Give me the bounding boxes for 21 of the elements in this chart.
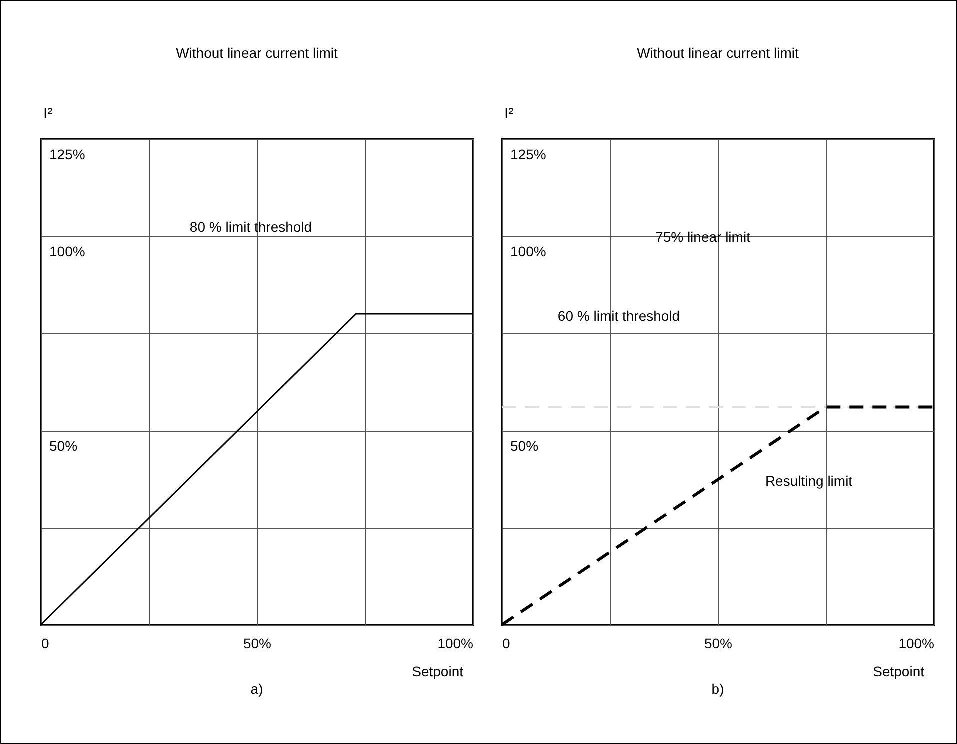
chart-title: Without linear current limit (637, 45, 800, 61)
annotation: Resulting limit (765, 473, 853, 489)
x-axis-title: Setpoint (873, 664, 925, 680)
x-tick-label: 100% (438, 636, 474, 652)
x-tick-label: 50% (243, 636, 272, 652)
x-tick-label: 50% (704, 636, 733, 652)
y-tick-label: 50% (50, 438, 78, 454)
y-axis-title: I² (44, 106, 53, 122)
y-tick-label: 100% (510, 244, 546, 260)
y-tick-label: 125% (510, 146, 546, 162)
y-axis-title: I² (504, 106, 514, 122)
text: b) (712, 681, 724, 697)
text: a) (250, 681, 264, 697)
y-tick-label: 125% (50, 146, 86, 162)
x-tick-label: 0 (42, 636, 50, 652)
y-tick-label: 100% (50, 244, 86, 260)
x-tick-label: 100% (898, 636, 934, 652)
x-axis-title: Setpoint (412, 664, 464, 680)
y-tick-label: 50% (510, 438, 539, 454)
chart-title: Without linear current limit (176, 45, 338, 61)
x-tick-label: 0 (502, 636, 510, 652)
